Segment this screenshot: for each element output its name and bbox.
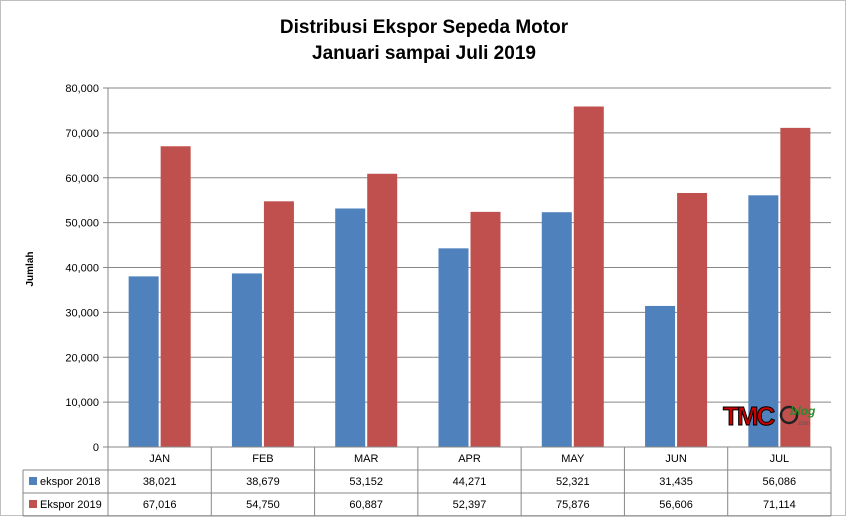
x-tick-label: JAN: [149, 453, 170, 465]
bar-2018-feb: [231, 273, 262, 447]
table-cell: 52,397: [453, 499, 487, 511]
logo-domain-text: .com: [797, 421, 810, 427]
bar-2019-mar: [367, 173, 398, 447]
x-tick-label: JUL: [770, 453, 790, 465]
legend-swatch: [29, 500, 37, 508]
bar-2019-feb: [263, 201, 294, 447]
x-tick-label: FEB: [252, 453, 273, 465]
y-tick-label: 20,000: [65, 352, 99, 364]
y-axis-label: Jumlah: [25, 251, 36, 286]
table-cell: 56,086: [763, 476, 797, 488]
legend-label: Ekspor 2019: [40, 499, 102, 511]
bar-2019-may: [573, 106, 604, 448]
table-cell: 75,876: [556, 499, 590, 511]
bar-2018-jun: [645, 305, 676, 447]
y-axis-ticks: 0 10,000 20,000 30,000 40,000 50,000 60,000 70,…: [65, 83, 108, 454]
x-tick-label: MAY: [561, 453, 585, 465]
table-cell: 52,321: [556, 476, 590, 488]
y-tick-label: 30,000: [65, 307, 99, 319]
table-cell: 53,152: [349, 476, 383, 488]
chart-title: Distribusi Ekspor Sepeda Motor Januari sa…: [280, 17, 569, 64]
y-tick-label: 80,000: [65, 83, 99, 95]
y-tick-label: 10,000: [65, 397, 99, 409]
x-tick-label: MAR: [354, 453, 379, 465]
tmc-blog-logo: TMC blog .com: [723, 401, 816, 432]
y-tick-label: 50,000: [65, 218, 99, 230]
x-tick-label: APR: [458, 453, 481, 465]
table-cell: 56,606: [659, 499, 693, 511]
table-cell: 54,750: [246, 499, 280, 511]
y-tick-label: 0: [93, 442, 99, 454]
y-tick-label: 70,000: [65, 128, 99, 140]
blog-logo-text: blog: [790, 404, 816, 418]
y-tick-label: 40,000: [65, 263, 99, 275]
gridlines: [108, 87, 831, 403]
logo-wheel-icon: [779, 405, 799, 425]
bars: [128, 106, 811, 448]
table-cell: 38,021: [143, 476, 177, 488]
bar-2019-jul: [780, 127, 811, 448]
chart-title-line-2: Januari sampai Juli 2019: [312, 43, 536, 64]
chart-title-line-1: Distribusi Ekspor Sepeda Motor: [280, 17, 569, 38]
bar-2018-jan: [128, 276, 159, 447]
table-cell: 31,435: [659, 476, 693, 488]
y-tick-label: 60,000: [65, 173, 99, 185]
bar-2018-jul: [748, 195, 779, 447]
data-table: JAN FEB MAR APR MAY JUN JUL ekspor 2018 38,021 38…: [22, 446, 832, 517]
bar-2018-apr: [438, 248, 469, 447]
x-tick-label: JUN: [665, 453, 686, 465]
bar-2019-jun: [677, 192, 708, 447]
bar-2018-may: [541, 212, 572, 447]
tmc-logo-text: TMC: [723, 401, 776, 431]
bar-2019-apr: [470, 211, 501, 447]
bar-2018-mar: [335, 208, 366, 447]
table-cell: 67,016: [143, 499, 177, 511]
legend-swatch: [29, 477, 37, 485]
table-cell: 44,271: [453, 476, 487, 488]
legend-label: ekspor 2018: [40, 476, 101, 488]
table-cell: 71,114: [763, 499, 796, 511]
table-cell: 38,679: [246, 476, 280, 488]
bar-2019-jan: [160, 146, 191, 448]
table-cell: 60,887: [349, 499, 383, 511]
